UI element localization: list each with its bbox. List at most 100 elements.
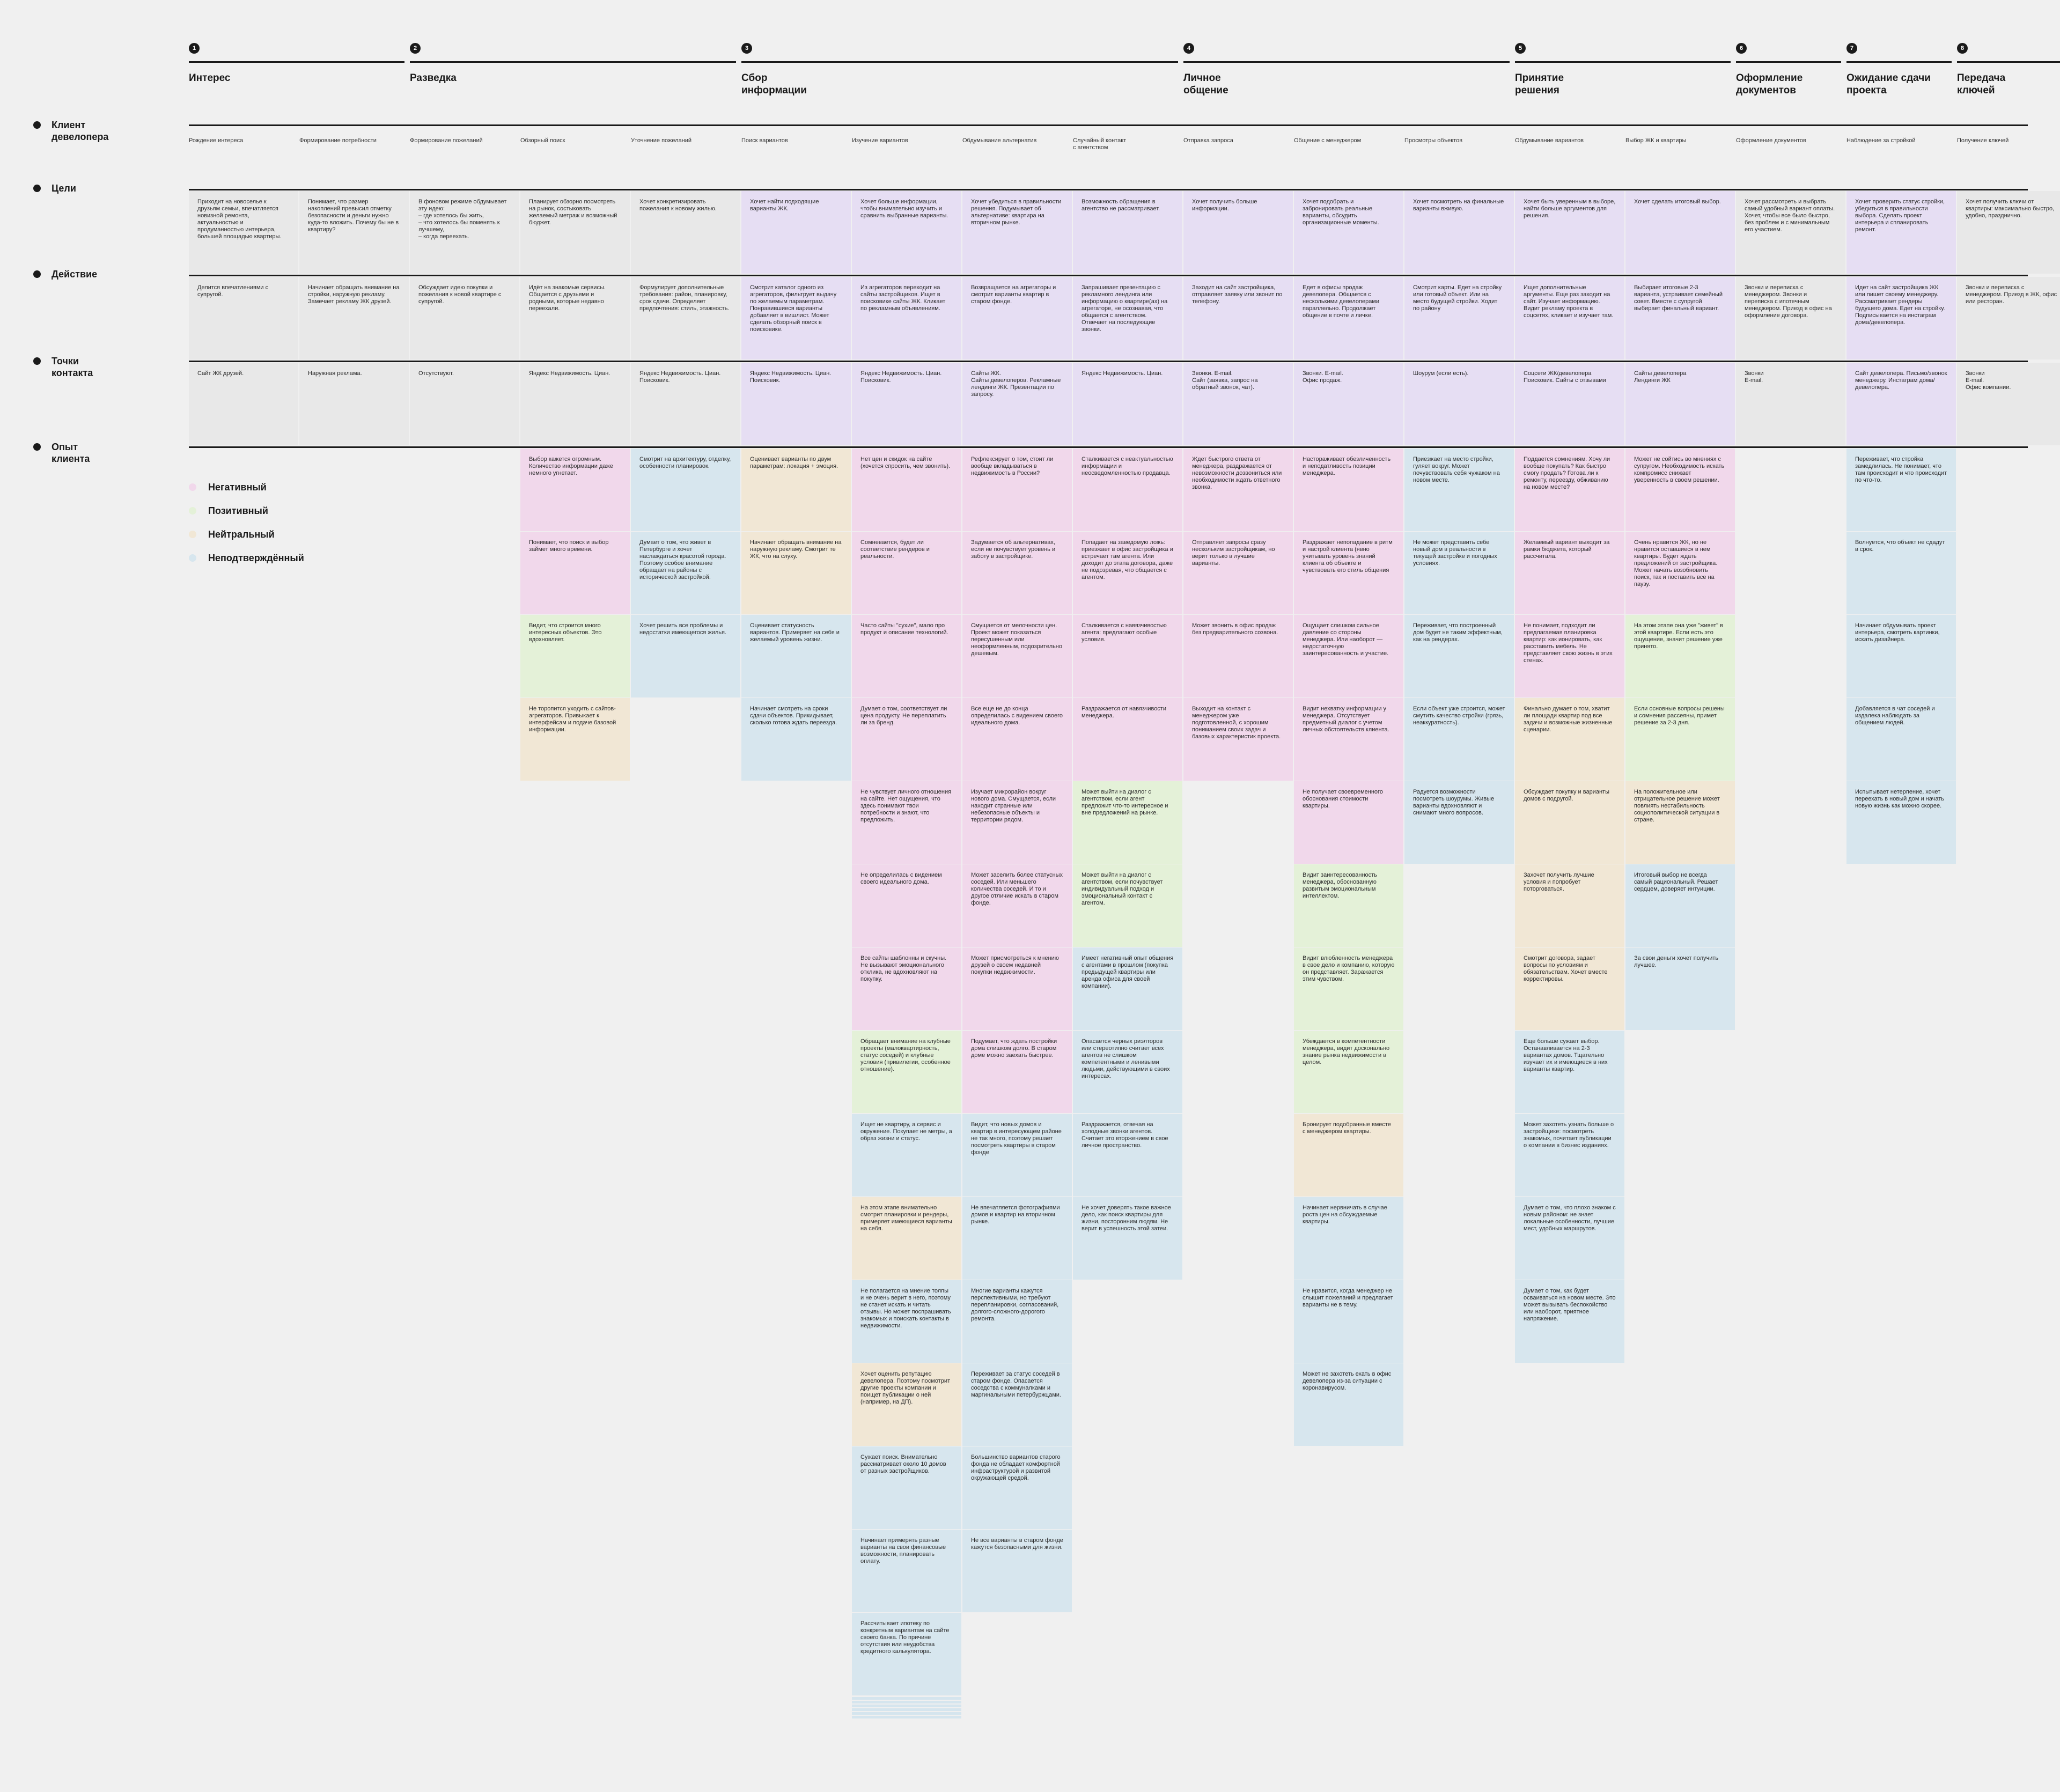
step-label: Отправка запроса bbox=[1183, 137, 1233, 144]
goals-cell: Хочет быть уверенным в выборе, найти бол… bbox=[1515, 191, 1624, 274]
row-divider bbox=[189, 361, 2028, 362]
legend-label: Нейтральный bbox=[208, 529, 275, 540]
step-label: Рождение интереса bbox=[189, 137, 244, 144]
experience-card-unconfirmed: Раздражается, отвечая на холодные звонки… bbox=[1073, 1114, 1182, 1196]
experience-card-negative: Раздражается от навязчивости менеджера. bbox=[1073, 698, 1182, 781]
step-label: Общение с менеджером bbox=[1294, 137, 1362, 144]
experience-card-neutral: Оценивает варианты по двум параметрам: л… bbox=[741, 449, 851, 531]
goals-cell: Понимает, что размер накоплений превысил… bbox=[299, 191, 409, 274]
experience-card-unconfirmed: Многие варианты кажутся перспективными, … bbox=[962, 1280, 1072, 1363]
overflow-stub bbox=[852, 1697, 961, 1700]
actions-cell: Заходит на сайт застройщика, отправляет … bbox=[1183, 277, 1293, 359]
experience-card-negative: Сталкивается с неактуальностью информаци… bbox=[1073, 449, 1182, 531]
stage-title: Ожидание сдачи проекта bbox=[1846, 72, 1931, 96]
step-label: Выбор ЖК и квартиры bbox=[1625, 137, 1687, 144]
actions-cell: Делится впечатлениями с супругой. bbox=[189, 277, 298, 359]
overflow-stub bbox=[852, 1701, 961, 1703]
step-label: Обзорный поиск bbox=[520, 137, 565, 144]
stage-title: Разведка bbox=[410, 72, 457, 84]
goals-cell: Возможность обращения в агентство не рас… bbox=[1073, 191, 1182, 274]
experience-card-positive: Может выйти на диалог с агентством, если… bbox=[1073, 781, 1182, 864]
touch-cell: Звонки. E-mail. Сайт (заявка, запрос на … bbox=[1183, 363, 1293, 445]
experience-card-unconfirmed: Переживает, что построенный дом будет не… bbox=[1404, 615, 1514, 697]
experience-card-negative: Желаемый вариант выходит за рамки бюджет… bbox=[1515, 532, 1624, 614]
stage-rule bbox=[1183, 61, 1510, 63]
experience-card-negative: Понимает, что поиск и выбор займет много… bbox=[520, 532, 630, 614]
actions-cell: Смотрит каталог одного из агрегаторов, ф… bbox=[741, 277, 851, 359]
experience-card-negative: Отправляет запросы сразу нескольким заст… bbox=[1183, 532, 1293, 614]
step-label: Просмотры объектов bbox=[1404, 137, 1463, 144]
actions-cell: Идет на сайт застройщика ЖК или пишет св… bbox=[1846, 277, 1956, 359]
actions-cell: Запрашивает презентацию с рекламного лен… bbox=[1073, 277, 1182, 359]
row-bullet bbox=[33, 443, 41, 451]
legend-label: Неподтверждённый bbox=[208, 553, 304, 563]
row-divider bbox=[189, 446, 2028, 448]
experience-card-negative: Все еще не до конца определилась с виден… bbox=[962, 698, 1072, 781]
experience-card-negative: Настораживает обезличенность и неподатли… bbox=[1294, 449, 1403, 531]
touch-cell: Яндекс Недвижимость. Циан. bbox=[520, 363, 630, 445]
experience-card-positive: Обращает внимание на клубные проекты (ма… bbox=[852, 1031, 961, 1113]
goals-cell: В фоновом режиме обдумывает эту идею: – … bbox=[410, 191, 519, 274]
experience-card-neutral: Бронирует подобранные вместе с менеджеро… bbox=[1294, 1114, 1403, 1196]
legend-label: Позитивный bbox=[208, 505, 268, 516]
experience-card-positive: Убеждается в компетентности менеджера, в… bbox=[1294, 1031, 1403, 1113]
overflow-stub bbox=[852, 1708, 961, 1711]
stage-title: Принятие решения bbox=[1515, 72, 1564, 96]
experience-card-positive: На этом этапе она уже "живет" в этой ква… bbox=[1625, 615, 1735, 697]
experience-card-negative: Не получает своевременного обоснования с… bbox=[1294, 781, 1403, 864]
actions-cell: Начинает обращать внимание на стройки, н… bbox=[299, 277, 409, 359]
experience-card-unconfirmed: Волнуется, что объект не сдадут в срок. bbox=[1846, 532, 1956, 614]
experience-card-unconfirmed: Думает о том, как будет осваиваться на н… bbox=[1515, 1280, 1624, 1363]
experience-card-negative: Может не сойтись во мнениях с супругом. … bbox=[1625, 449, 1735, 531]
touch-cell: Наружная реклама. bbox=[299, 363, 409, 445]
experience-card-unconfirmed: Радуется возможности посмотреть шоурумы.… bbox=[1404, 781, 1514, 864]
stage-rule bbox=[1515, 61, 1731, 63]
experience-card-neutral: Начинает обращать внимание на наружную р… bbox=[741, 532, 851, 614]
stage-number-badge: 8 bbox=[1957, 43, 1968, 54]
touch-cell: Яндекс Недвижимость. Циан. Поисковик. bbox=[852, 363, 961, 445]
step-label: Получение ключей bbox=[1957, 137, 2009, 144]
experience-card-negative: Ощущает слишком сильное давление со стор… bbox=[1294, 615, 1403, 697]
actions-cell: Звонки и переписка с менеджером. Приезд … bbox=[1957, 277, 2060, 359]
stage-number-badge: 1 bbox=[189, 43, 200, 54]
experience-card-negative: Не определилась с видением своего идеаль… bbox=[852, 864, 961, 947]
experience-card-negative: Попадает на заведомую ложь: приезжает в … bbox=[1073, 532, 1182, 614]
stage-title: Оформление документов bbox=[1736, 72, 1803, 96]
stage-title: Сбор информации bbox=[741, 72, 807, 96]
actions-cell: Обсуждает идею покупки и пожелания к нов… bbox=[410, 277, 519, 359]
experience-card-neutral: Финально думает о том, хватит ли площади… bbox=[1515, 698, 1624, 781]
experience-card-unconfirmed: Имеет негативный опыт общения с агентами… bbox=[1073, 948, 1182, 1030]
experience-card-unconfirmed: Итоговый выбор не всегда самый рациональ… bbox=[1625, 864, 1735, 947]
row-label-touchpoints: Точки контакта bbox=[52, 356, 93, 378]
experience-card-negative: Нет цен и скидок на сайте (хочется спрос… bbox=[852, 449, 961, 531]
stage-title: Интерес bbox=[189, 72, 231, 84]
touch-cell: Сайт девелопера. Письмо/звонок менеджеру… bbox=[1846, 363, 1956, 445]
goals-cell: Хочет конкретизировать пожелания к новом… bbox=[631, 191, 740, 274]
step-label: Формирование пожеланий bbox=[410, 137, 483, 144]
row-bullet bbox=[33, 121, 41, 129]
experience-card-unconfirmed: Сужает поиск. Внимательно рассматривает … bbox=[852, 1446, 961, 1529]
touch-cell: Звонки. E-mail. Офис продаж. bbox=[1294, 363, 1403, 445]
step-label: Уточнение пожеланий bbox=[631, 137, 692, 144]
touch-cell: Отсутствуют. bbox=[410, 363, 519, 445]
step-label: Случайный контакт с агентством bbox=[1073, 137, 1127, 151]
touch-cell: Сайты девелопера Лендинги ЖК bbox=[1625, 363, 1735, 445]
goals-cell: Приходит на новоселье к друзьям семьи, в… bbox=[189, 191, 298, 274]
touch-cell: Звонки E-mail. Офис компании. bbox=[1957, 363, 2060, 445]
legend-swatch bbox=[189, 507, 196, 515]
goals-cell: Хочет получить ключи от квартиры: максим… bbox=[1957, 191, 2060, 274]
experience-card-negative: Изучает микрорайон вокруг нового дома. С… bbox=[962, 781, 1072, 864]
stage-rule bbox=[1846, 61, 1952, 63]
experience-card-negative: Видит нехватку информации у менеджера. О… bbox=[1294, 698, 1403, 781]
experience-card-negative: Часто сайты "сухие", мало про продукт и … bbox=[852, 615, 961, 697]
stage-rule bbox=[741, 61, 1178, 63]
legend-swatch bbox=[189, 483, 196, 491]
row-divider bbox=[189, 189, 2028, 190]
overflow-stub bbox=[852, 1712, 961, 1715]
actions-cell: Звонки и переписка с менеджером. Звонки … bbox=[1736, 277, 1845, 359]
experience-card-positive: Видит, что строится много интересных объ… bbox=[520, 615, 630, 697]
overflow-stub bbox=[852, 1705, 961, 1707]
goals-cell: Хочет сделать итоговый выбор. bbox=[1625, 191, 1735, 274]
stage-number-badge: 2 bbox=[410, 43, 421, 54]
stage-number-badge: 7 bbox=[1846, 43, 1857, 54]
